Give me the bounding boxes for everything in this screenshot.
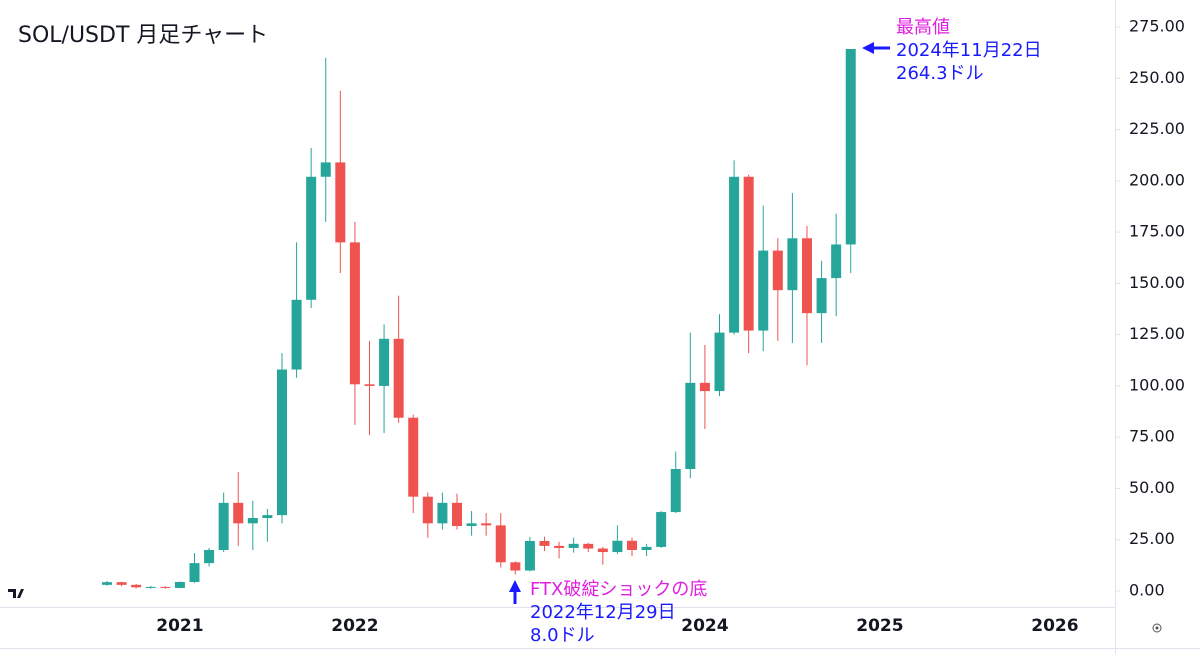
y-tick-label: 225.00 (1129, 119, 1185, 138)
y-tick-label: 50.00 (1129, 478, 1175, 497)
candle-body (743, 176, 754, 331)
candle-body (466, 523, 477, 526)
candle-body (539, 540, 550, 546)
y-tick-label: 25.00 (1129, 529, 1175, 548)
candle-body (408, 417, 419, 497)
candle-body (831, 244, 842, 279)
candle-body (626, 540, 637, 550)
candle-body (568, 543, 579, 548)
candle-body (495, 525, 506, 563)
annotation: 264.3ドル (896, 63, 984, 84)
candle-body (379, 338, 390, 386)
candle-body (685, 382, 696, 469)
candle-body (116, 582, 127, 585)
candle-body (597, 548, 608, 553)
x-tick-label: 2026 (1031, 616, 1078, 636)
x-tick-label: 2021 (156, 616, 203, 636)
candle-body (816, 278, 827, 314)
y-tick-label: 0.00 (1129, 581, 1165, 600)
candle-body (145, 586, 156, 588)
candle-body (174, 581, 185, 588)
candle-body (393, 338, 404, 418)
candle-body (554, 545, 565, 548)
y-tick-label: 175.00 (1129, 222, 1185, 241)
candle-body (787, 238, 798, 291)
y-tick-label: 200.00 (1129, 170, 1185, 189)
candle-body (845, 49, 856, 245)
candle-body (131, 584, 142, 588)
x-tick-label: 2025 (856, 616, 903, 636)
candle-body (101, 582, 112, 585)
candle-body (349, 242, 360, 385)
y-tick-label: 125.00 (1129, 324, 1185, 343)
arrow-high (862, 42, 890, 54)
candle-body (583, 543, 594, 549)
candle-body (758, 250, 769, 331)
annotation: 2024年11月22日 (896, 40, 1042, 61)
candle-body (729, 176, 740, 333)
y-tick-label: 250.00 (1129, 68, 1185, 87)
candle-body (670, 468, 681, 513)
candle-body (364, 384, 375, 386)
candle-body (335, 162, 346, 243)
candle-body (801, 238, 812, 314)
annotation: 2022年12月29日 (530, 602, 676, 623)
candle-body (262, 515, 273, 519)
candle-body (189, 563, 200, 582)
candle-body (276, 369, 287, 516)
x-tick-label: 2024 (681, 616, 728, 636)
annotation: 最高値 (896, 17, 950, 38)
arrow-low (509, 580, 521, 604)
candle-body (641, 546, 652, 550)
candle-body (233, 502, 244, 524)
candle-body (437, 502, 448, 524)
candle-body (714, 332, 725, 392)
y-tick-label: 150.00 (1129, 273, 1185, 292)
candle-body (612, 540, 623, 553)
candle-body (422, 496, 433, 524)
candle-body (218, 502, 229, 550)
candle-body (451, 502, 462, 526)
candle-body (524, 540, 535, 571)
candle-body (699, 382, 710, 392)
x-tick-label: 2022 (331, 616, 378, 636)
candle-body (656, 512, 667, 547)
candle-body (306, 176, 317, 300)
candle-body (320, 162, 331, 177)
candle-body (291, 299, 302, 370)
annotation: FTX破綻ショックの底 (530, 579, 707, 600)
settings-icon[interactable] (1152, 623, 1162, 633)
candle-body (247, 518, 258, 524)
candle-body (204, 549, 215, 564)
candle-body (772, 250, 783, 291)
logo (8, 589, 24, 598)
chart-title: SOL/USDT 月足チャート (18, 23, 268, 48)
candle-body (160, 586, 171, 588)
y-tick-label: 75.00 (1129, 427, 1175, 446)
candle-body (481, 523, 492, 526)
y-tick-label: 100.00 (1129, 375, 1185, 394)
annotation: 8.0ドル (530, 625, 595, 646)
candle-body (510, 562, 521, 571)
y-tick-label: 275.00 (1129, 17, 1185, 36)
settings-icon-dot (1155, 626, 1159, 630)
